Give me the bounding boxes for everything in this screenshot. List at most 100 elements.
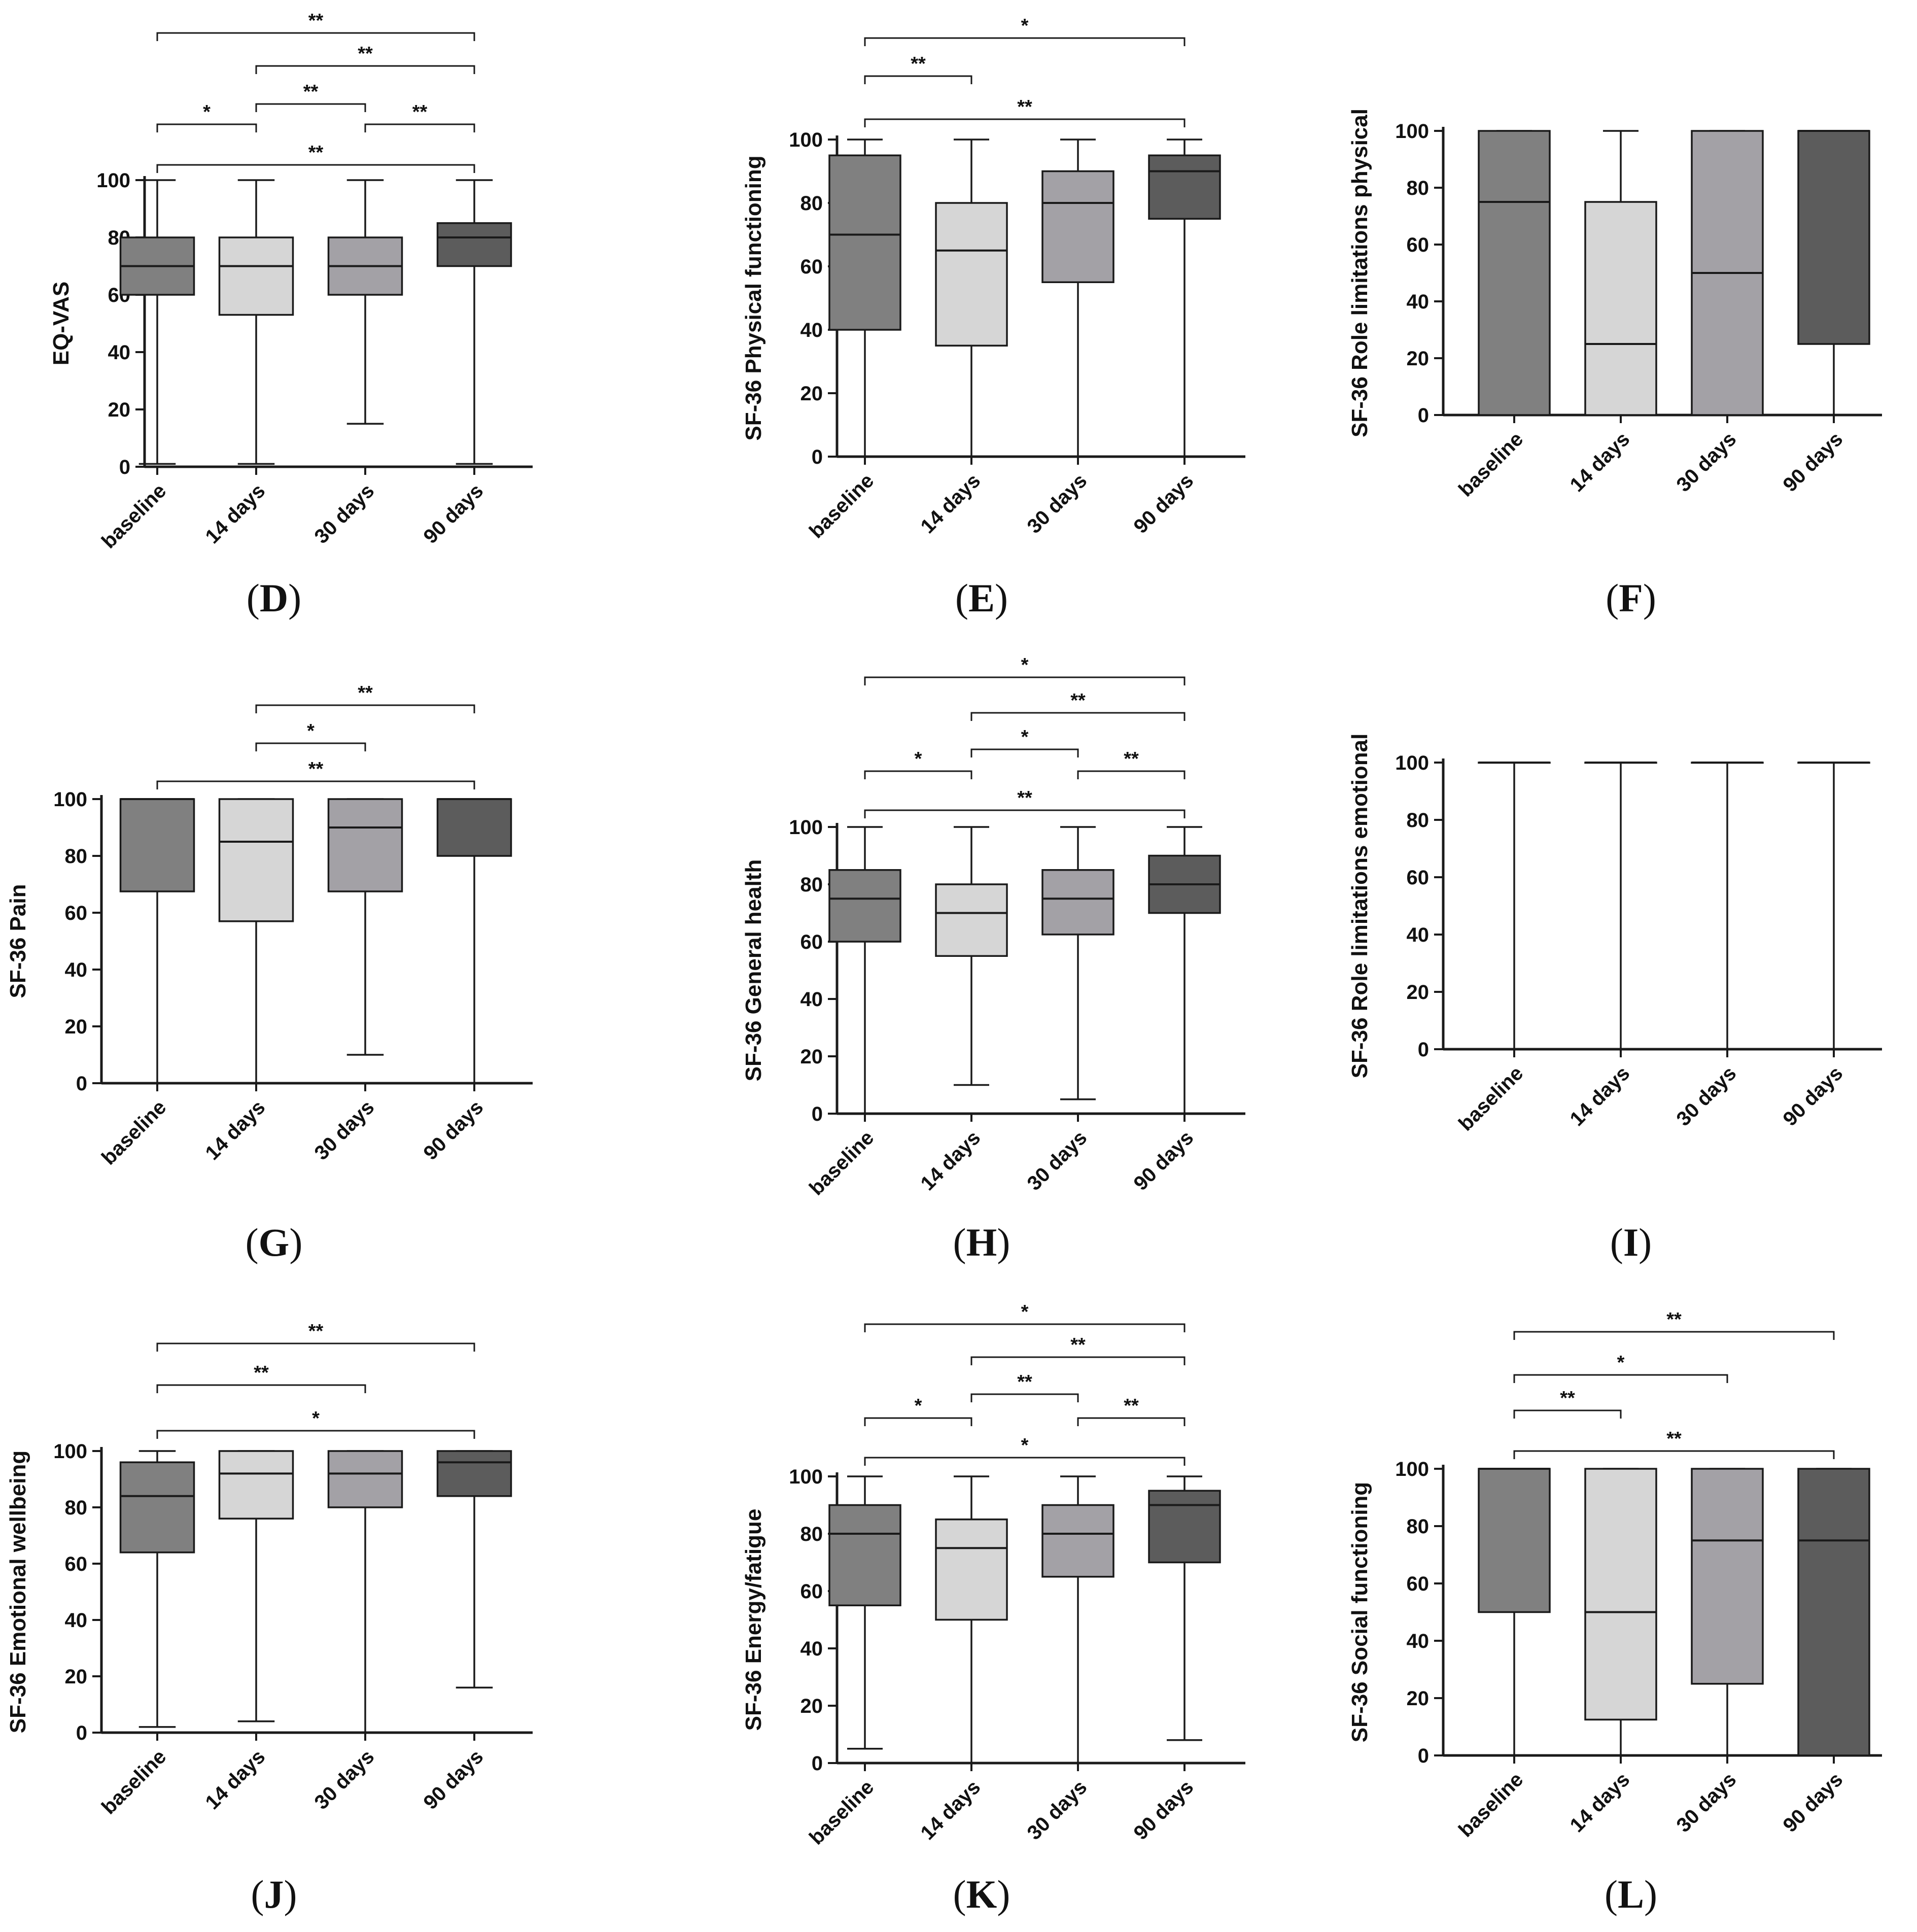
y-tick-label: 60: [1407, 234, 1430, 256]
iqr-box: [218, 798, 294, 922]
panel-letter: L: [1618, 1872, 1644, 1916]
y-tick-label: 20: [65, 1016, 88, 1038]
bracket-line: [255, 103, 366, 112]
x-tick-label: 90 days: [419, 1096, 487, 1164]
bracket-line: [156, 123, 257, 132]
significance-bracket: **: [255, 43, 475, 74]
box-30-days: [1691, 130, 1764, 416]
x-tick-label: baseline: [97, 479, 170, 553]
box-baseline: [828, 826, 901, 1115]
box-90-days: [1148, 1475, 1221, 1741]
x-tick-label: 30 days: [1023, 1126, 1091, 1195]
x-tick-label: 30 days: [1023, 1776, 1091, 1844]
significance-label: *: [915, 1395, 922, 1417]
box-90-days: [436, 1450, 512, 1688]
x-tick-label: 14 days: [1565, 1768, 1634, 1837]
significance-bracket: **: [156, 10, 475, 41]
y-tick-label: 80: [1407, 177, 1430, 199]
bracket-line: [255, 704, 475, 713]
y-tick-label: 60: [1407, 1573, 1430, 1595]
x-tick-label: 14 days: [1565, 1062, 1634, 1130]
panel-h: 0 20 40 60 80 100 SF-36 General health baseline…: [741, 654, 1245, 1264]
iqr-box: [1584, 1468, 1657, 1721]
box-30-days: [1041, 139, 1114, 458]
iqr-box: [1148, 1490, 1221, 1564]
box-30-days: [327, 798, 403, 1056]
box-baseline: [828, 1475, 901, 1750]
x-tick-label: 30 days: [1672, 428, 1740, 496]
significance-label: **: [1070, 690, 1086, 711]
y-tick-label: 60: [800, 256, 823, 278]
y-tick-label: 40: [1407, 291, 1430, 313]
x-tick-label: 90 days: [1129, 469, 1198, 538]
y-tick-label: 80: [800, 192, 823, 215]
bracket-line: [864, 676, 1186, 685]
box-90-days: [1148, 139, 1221, 458]
y-tick-label: 80: [65, 845, 88, 868]
box-14-days: [1584, 1468, 1657, 1756]
y-tick-label: 20: [1407, 348, 1430, 370]
x-tick-label: 30 days: [310, 1096, 378, 1164]
box-90-days: [436, 798, 512, 1084]
x-tick-label: 30 days: [1672, 1062, 1740, 1130]
iqr-box: [828, 1504, 901, 1606]
y-tick-label: 0: [1418, 404, 1429, 427]
x-tick-label: 90 days: [1779, 428, 1847, 496]
y-tick-label: 0: [1418, 1745, 1429, 1767]
significance-label: *: [1617, 1352, 1625, 1373]
y-tick-label: 0: [119, 456, 130, 478]
x-tick-label: baseline: [1454, 1062, 1527, 1135]
x-tick-label: 90 days: [1129, 1776, 1198, 1844]
iqr-box: [327, 798, 403, 892]
significance-label: **: [358, 682, 373, 704]
panel-g: 0 20 40 60 80 100 SF-36 Pain baseline 14 days 30 …: [6, 682, 533, 1264]
x-tick-label: 14 days: [201, 479, 269, 548]
x-tick-label: 14 days: [201, 1745, 269, 1814]
significance-bracket: *: [864, 748, 972, 779]
significance-label: **: [308, 758, 324, 780]
box-14-days: [935, 826, 1008, 1086]
y-tick-label: 0: [812, 1752, 823, 1775]
significance-label: *: [307, 720, 315, 742]
box-14-days: [218, 179, 294, 465]
panel-letter: E: [968, 576, 995, 620]
significance-bracket: *: [970, 727, 1079, 757]
significance-label: *: [203, 101, 211, 123]
y-tick-label: 80: [800, 1523, 823, 1545]
iqr-box: [119, 1461, 195, 1554]
significance-bracket: **: [156, 142, 475, 173]
bracket-line: [156, 1342, 475, 1352]
box-baseline: [828, 139, 901, 458]
iqr-box: [828, 154, 901, 331]
y-tick-label: 80: [800, 874, 823, 896]
box-baseline: [1478, 130, 1551, 416]
iqr-box: [119, 798, 195, 892]
y-tick-label: 100: [53, 788, 87, 811]
x-tick-label: 30 days: [1672, 1768, 1740, 1837]
panel-letter: G: [259, 1220, 290, 1264]
y-tick-label: 40: [65, 1609, 88, 1632]
y-tick-label: 40: [1407, 924, 1430, 946]
panel-label: (F): [1606, 576, 1656, 620]
y-tick-label: 40: [800, 988, 823, 1011]
iqr-box: [1478, 1468, 1551, 1613]
y-axis-title: SF-36 Role limitations physical: [1347, 109, 1372, 437]
panel-label: (J): [251, 1872, 297, 1916]
iqr-box: [935, 1519, 1008, 1621]
significance-label: **: [1124, 1395, 1139, 1417]
x-tick-label: 14 days: [1565, 428, 1634, 496]
bracket-line: [970, 1393, 1079, 1402]
bracket-line: [1513, 1450, 1835, 1459]
significance-label: **: [412, 101, 428, 123]
y-tick-label: 60: [1407, 867, 1430, 889]
bracket-line: [864, 118, 1186, 127]
y-tick-label: 20: [800, 1695, 823, 1717]
panel-letter: K: [966, 1872, 997, 1916]
panel-l: 0 20 40 60 80 100 SF-36 Social functioning base…: [1347, 1309, 1882, 1916]
significance-bracket: **: [156, 1362, 366, 1393]
significance-label: **: [1666, 1428, 1682, 1450]
x-tick-label: 90 days: [1779, 1768, 1847, 1837]
x-tick-label: baseline: [805, 1776, 878, 1849]
box-30-days: [327, 1450, 403, 1734]
